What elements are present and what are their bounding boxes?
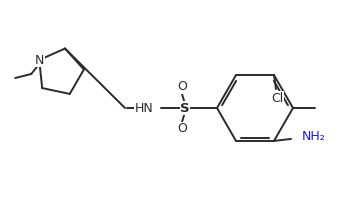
Text: HN: HN: [134, 102, 153, 114]
Text: S: S: [180, 102, 190, 114]
Text: O: O: [177, 122, 187, 136]
Text: N: N: [34, 53, 44, 66]
Text: O: O: [177, 80, 187, 94]
Text: Cl: Cl: [271, 92, 283, 105]
Text: NH₂: NH₂: [302, 130, 326, 143]
